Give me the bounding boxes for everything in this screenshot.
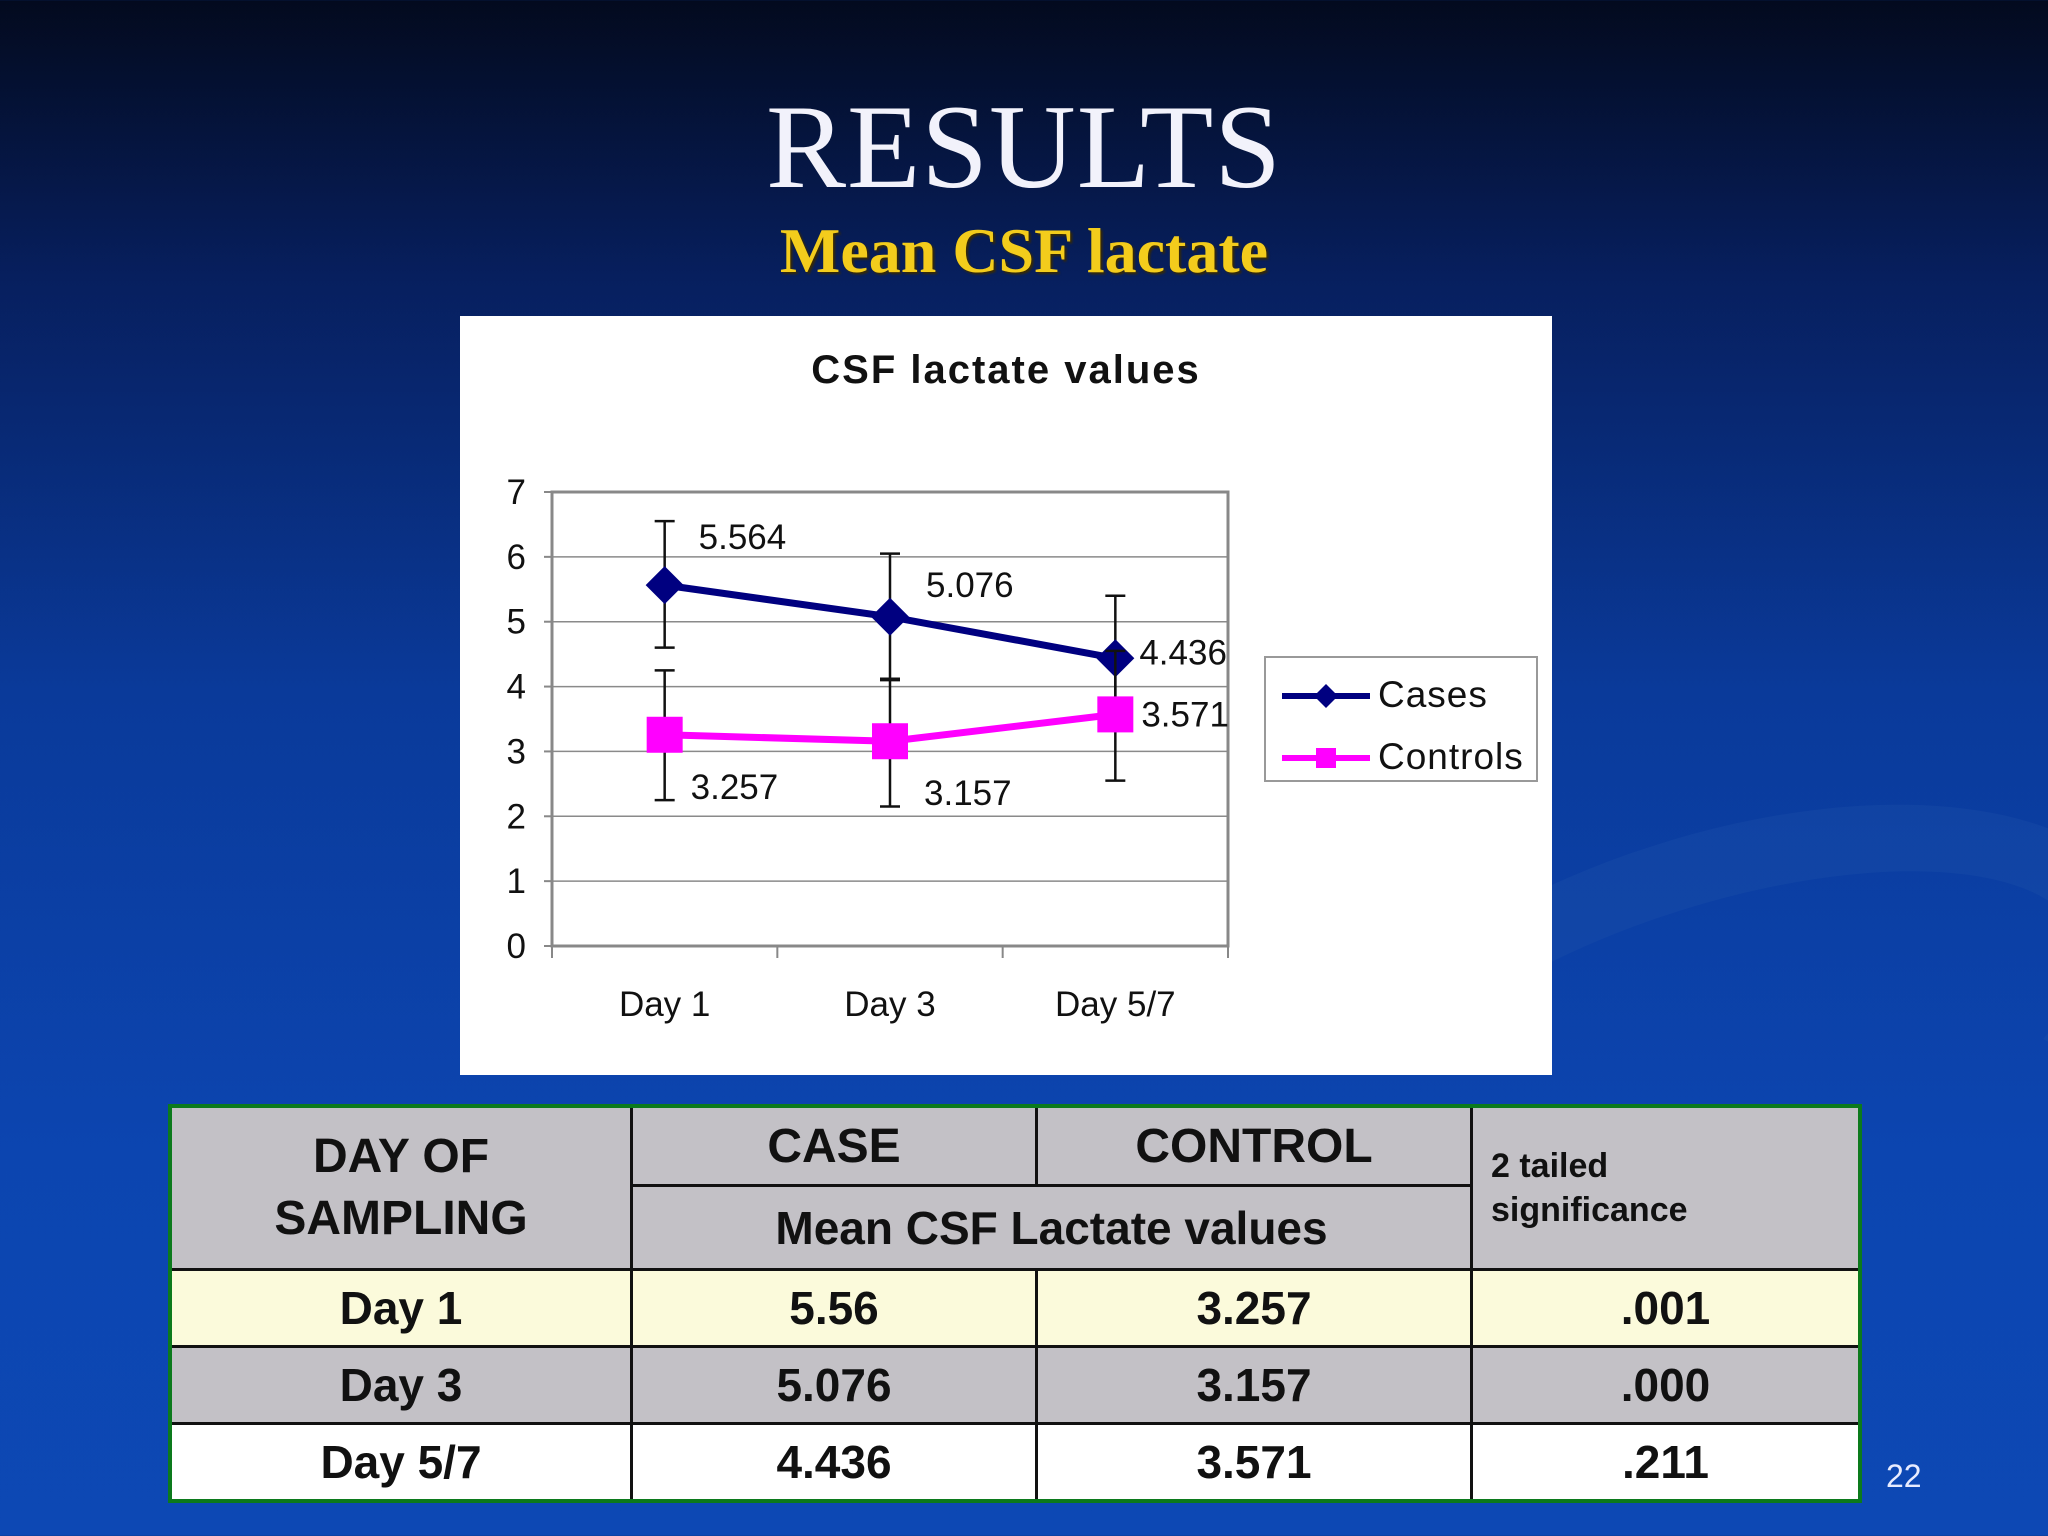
data-label-cases: 4.436 <box>1139 633 1227 672</box>
data-label-controls: 3.157 <box>924 774 1012 813</box>
data-point-controls <box>1097 696 1134 733</box>
legend-swatch-controls <box>1282 748 1370 768</box>
legend-item-cases: Cases <box>1280 674 1530 715</box>
y-tick-label: 5 <box>507 603 526 642</box>
header-control: CONTROL <box>1035 1104 1473 1188</box>
legend-label-controls: Controls <box>1378 736 1524 777</box>
cell-day: Day 3 <box>168 1345 633 1425</box>
page-number: 22 <box>1886 1458 1922 1494</box>
y-tick-label: 6 <box>507 538 526 577</box>
cell-significance: .001 <box>1470 1268 1862 1348</box>
header-significance: 2 tailed significance <box>1470 1104 1862 1271</box>
cell-significance: .000 <box>1470 1345 1862 1425</box>
slide-subtitle: Mean CSF lactate <box>779 215 1269 286</box>
data-label-controls: 3.257 <box>691 768 779 807</box>
table-row: Day 3 5.076 3.157 .000 <box>168 1345 1862 1425</box>
data-point-cases <box>645 566 684 605</box>
legend-item-controls: Controls <box>1280 736 1530 777</box>
chart-panel: CSF lactate values 0 1 2 3 4 5 6 7 Day 1 Day 3 Day… <box>460 316 1552 1075</box>
data-label-cases: 5.076 <box>926 566 1014 605</box>
y-tick-label: 3 <box>507 732 526 771</box>
chart-legend: Cases Controls <box>1264 656 1538 782</box>
header-case: CASE <box>630 1104 1038 1188</box>
cell-control: 3.257 <box>1035 1268 1473 1348</box>
data-point-cases <box>871 597 909 636</box>
y-tick-label: 1 <box>507 862 526 901</box>
cell-day: Day 5/7 <box>168 1422 633 1503</box>
legend-swatch-cases <box>1282 684 1370 708</box>
table-row: Day 5/7 4.436 3.571 .211 <box>168 1422 1862 1503</box>
results-table: DAY OF SAMPLING CASE CONTROL 2 tailed si… <box>168 1104 1862 1503</box>
cell-case: 4.436 <box>630 1422 1038 1503</box>
y-tick-label: 7 <box>507 473 526 512</box>
cell-control: 3.571 <box>1035 1422 1473 1503</box>
chart-title: CSF lactate values <box>811 348 1201 392</box>
cell-case: 5.076 <box>630 1345 1038 1425</box>
data-label-cases: 5.564 <box>699 518 787 557</box>
legend-label-cases: Cases <box>1378 674 1488 715</box>
cell-day: Day 1 <box>168 1268 633 1348</box>
data-label-controls: 3.571 <box>1141 695 1229 734</box>
x-tick-label: Day 5/7 <box>1055 985 1176 1024</box>
cell-significance: .211 <box>1470 1422 1862 1503</box>
table-row: Day 1 5.56 3.257 .001 <box>168 1268 1862 1348</box>
line-chart: 0 1 2 3 4 5 6 7 Day 1 Day 3 Day 5/7 5.564 5.076 4.436… <box>507 473 1230 1024</box>
y-tick-label: 4 <box>507 668 526 707</box>
cell-case: 5.56 <box>630 1268 1038 1348</box>
cell-control: 3.157 <box>1035 1345 1473 1425</box>
y-tick-label: 0 <box>507 927 526 966</box>
header-day-of-sampling: DAY OF SAMPLING <box>168 1104 633 1271</box>
x-tick-label: Day 3 <box>844 985 935 1024</box>
x-tick-label: Day 1 <box>619 985 710 1024</box>
slide-title: RESULTS <box>765 80 1283 213</box>
header-mean-csf-lactate: Mean CSF Lactate values <box>630 1184 1473 1271</box>
y-tick-label: 2 <box>507 797 526 836</box>
data-point-controls <box>872 723 908 760</box>
data-point-controls <box>646 716 683 753</box>
